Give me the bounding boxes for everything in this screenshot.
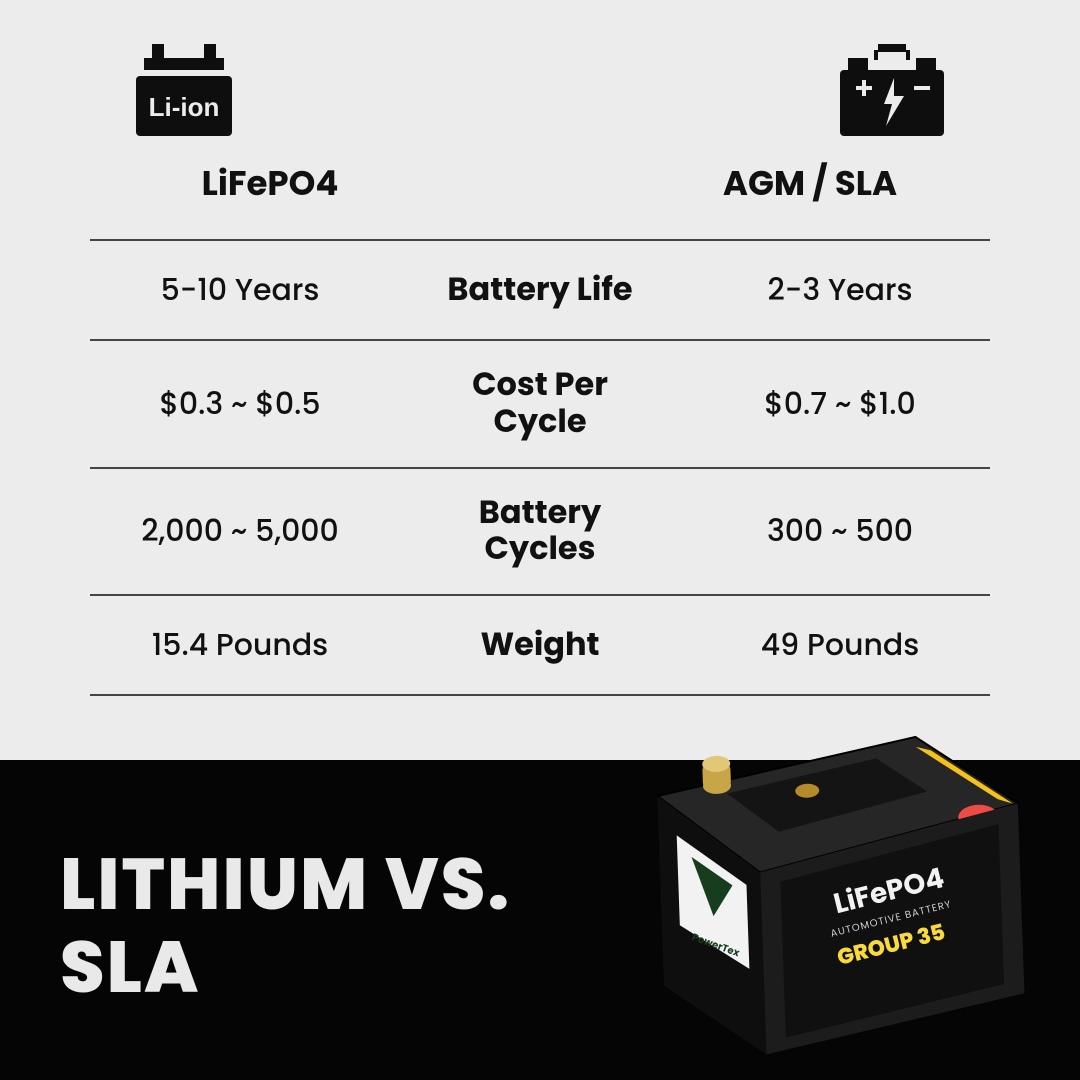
left-heading: LiFePO4 xyxy=(120,158,420,209)
cell-right: 2-3 Years xyxy=(690,267,990,313)
cell-mid: Weight xyxy=(390,627,690,664)
cell-left: 5-10 Years xyxy=(90,267,390,313)
column-headings: LiFePO4 AGM / SLA xyxy=(90,140,990,233)
cell-mid: Battery Life xyxy=(390,272,690,309)
cell-right: $0.7 ~ $1.0 xyxy=(690,381,990,427)
liion-battery-icon: Li-ion xyxy=(130,44,238,140)
car-battery-icon xyxy=(834,44,950,140)
table-row: 2,000 ~ 5,000 BatteryCycles 300 ~ 500 xyxy=(90,467,990,595)
cell-left: 15.4 Pounds xyxy=(90,622,390,668)
table-row: 5-10 Years Battery Life 2-3 Years xyxy=(90,239,990,339)
cell-mid: Cost PerCycle xyxy=(390,367,690,441)
comparison-table: 5-10 Years Battery Life 2-3 Years $0.3 ~… xyxy=(90,239,990,696)
cell-left: 2,000 ~ 5,000 xyxy=(90,508,390,554)
cell-mid: BatteryCycles xyxy=(390,495,690,569)
comparison-panel: Li-ion LiFePO4 AGM / SLA xyxy=(0,0,1080,760)
headline: LITHIUM VS.SLA xyxy=(60,844,511,1010)
right-heading: AGM / SLA xyxy=(660,158,960,209)
cell-left: $0.3 ~ $0.5 xyxy=(90,381,390,427)
table-row: $0.3 ~ $0.5 Cost PerCycle $0.7 ~ $1.0 xyxy=(90,339,990,467)
svg-text:Li-ion: Li-ion xyxy=(149,92,220,122)
cell-right: 300 ~ 500 xyxy=(690,508,990,554)
cell-right: 49 Pounds xyxy=(690,622,990,668)
product-battery-illustration: LiFePO4 AUTOMOTIVE BATTERY GROUP 35 Powe… xyxy=(613,673,1046,1067)
icons-row: Li-ion xyxy=(90,30,990,140)
